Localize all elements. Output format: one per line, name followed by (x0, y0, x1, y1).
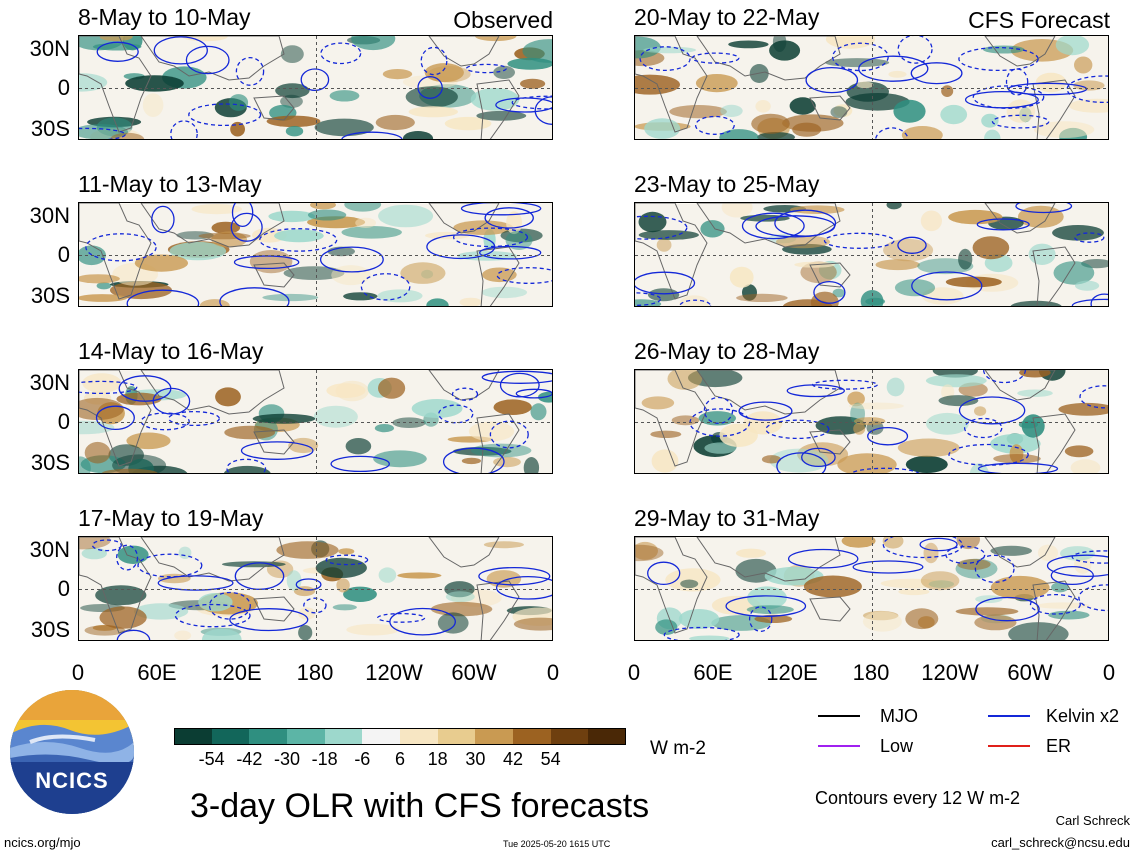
colorbar-label: -42 (236, 749, 263, 769)
colorbar-swatch (475, 728, 514, 745)
low-legend-line (818, 745, 860, 747)
kelvin-legend-line (988, 715, 1030, 717)
panel-title-2: 11-May to 13-May (78, 171, 262, 197)
olr-map (635, 36, 1108, 139)
lat-label-30s: 30S (30, 283, 70, 308)
olr-map-panel-8 (634, 536, 1109, 641)
colorbar-label: -18 (311, 749, 338, 769)
olr-map (635, 537, 1108, 640)
colorbar-label: 6 (394, 749, 405, 769)
olr-map (79, 537, 552, 640)
lat-label-30s: 30S (30, 450, 70, 475)
colorbar-swatch (437, 728, 476, 745)
lon-label-60w: 60W (1007, 660, 1053, 685)
ncics-logo: NCICS (10, 690, 134, 814)
lat-label-0: 0 (57, 242, 70, 267)
colorbar-swatch (287, 728, 326, 745)
low-legend-label: Low (880, 736, 914, 756)
colorbar-swatch (174, 728, 213, 745)
olr-map-panel-5 (634, 35, 1109, 140)
mjo-legend-label: MJO (880, 706, 918, 726)
forecast-label: CFS Forecast (968, 7, 1110, 33)
panel-title-1: 8-May to 10-May (78, 4, 251, 30)
panel-title-3: 14-May to 16-May (78, 338, 264, 364)
lat-label-30n: 30N (29, 36, 70, 61)
olr-map (635, 370, 1108, 473)
lat-label-0: 0 (57, 576, 70, 601)
colorbar-swatch (550, 728, 589, 745)
colorbar-label: -54 (198, 749, 225, 769)
lon-label-0: 0 (71, 660, 85, 685)
lon-label-60e: 60E (693, 660, 733, 685)
panel-title-4: 17-May to 19-May (78, 505, 264, 531)
colorbar-label: 54 (540, 749, 561, 769)
lon-label-0: 0 (546, 660, 560, 685)
colorbar-swatch (211, 728, 250, 745)
colorbar-swatch (362, 728, 401, 745)
lat-label-30s: 30S (30, 617, 70, 642)
colorbar-swatch (324, 728, 363, 745)
lon-label-120e: 120E (766, 660, 818, 685)
lat-label-0: 0 (57, 409, 70, 434)
mjo-legend-line (818, 715, 860, 717)
panel-title-8: 29-May to 31-May (634, 505, 820, 531)
lon-label-0: 0 (627, 660, 641, 685)
colorbar-label: -6 (354, 749, 371, 769)
author-email: carl_schreck@ncsu.edu (991, 835, 1130, 850)
lat-label-30n: 30N (29, 203, 70, 228)
colorbar-label: 30 (465, 749, 486, 769)
olr-map-panel-2 (78, 202, 553, 307)
lon-label-120e: 120E (210, 660, 262, 685)
source-url: ncics.org/mjo (4, 835, 81, 850)
main-title: 3-day OLR with CFS forecasts (190, 787, 650, 825)
olr-map (79, 203, 552, 306)
colorbar-swatch (249, 728, 288, 745)
lon-label-60e: 60E (137, 660, 177, 685)
colorbar-units: W m-2 (650, 738, 706, 759)
panel-title-7: 26-May to 28-May (634, 338, 820, 364)
kelvin-legend-label: Kelvin x2 (1046, 706, 1120, 726)
colorbar-swatch (588, 728, 627, 745)
lon-label-180: 180 (296, 660, 334, 685)
timestamp: Tue 2025-05-20 1615 UTC (503, 839, 611, 849)
colorbar-label: -30 (273, 749, 300, 769)
lat-label-0: 0 (57, 75, 70, 100)
colorbar-swatch (400, 728, 439, 745)
er-legend-line (988, 745, 1030, 747)
lat-label-30n: 30N (29, 370, 70, 395)
colorbar-label: 42 (502, 749, 524, 769)
lon-label-120w: 120W (365, 660, 423, 685)
olr-map-panel-4 (78, 536, 553, 641)
lon-label-0: 0 (1102, 660, 1116, 685)
author-name: Carl Schreck (1055, 813, 1130, 828)
olr-map-panel-1 (78, 35, 553, 140)
panel-title-6: 23-May to 25-May (634, 171, 820, 197)
olr-map-panel-6 (634, 202, 1109, 307)
colorbar-label: 18 (427, 749, 448, 769)
observed-label: Observed (453, 7, 553, 33)
panel-title-5: 20-May to 22-May (634, 4, 820, 30)
olr-map-panel-3 (78, 369, 553, 474)
olr-map (635, 203, 1108, 306)
lon-label-180: 180 (852, 660, 890, 685)
logo-text: NCICS (35, 768, 109, 793)
lat-label-30s: 30S (30, 116, 70, 141)
colorbar-swatch (513, 728, 552, 745)
olr-map (79, 36, 552, 139)
olr-map-panel-7 (634, 369, 1109, 474)
olr-map (79, 370, 552, 473)
lat-label-30n: 30N (29, 537, 70, 562)
contour-interval-note: Contours every 12 W m-2 (815, 788, 1021, 808)
er-legend-label: ER (1046, 736, 1072, 756)
lon-label-120w: 120W (921, 660, 979, 685)
lon-label-60w: 60W (451, 660, 497, 685)
